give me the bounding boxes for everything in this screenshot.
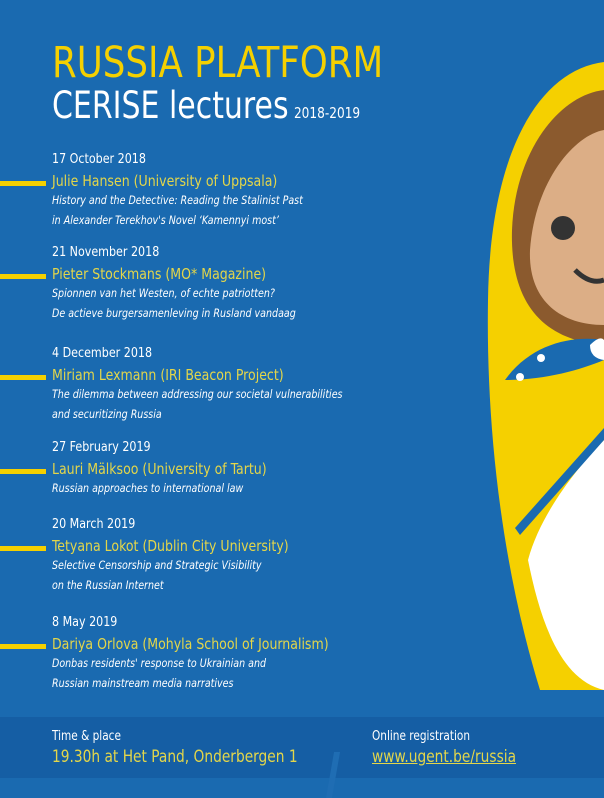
event-description: Russian mainstream media narratives: [52, 676, 234, 690]
page-subtitle: CERISE lectures 2018-2019: [52, 84, 360, 127]
event-date: 27 February 2019: [52, 440, 151, 455]
event-description: Selective Censorship and Strategic Visib…: [52, 558, 262, 572]
registration-link[interactable]: www.ugent.be/russia: [372, 747, 517, 767]
event-date: 4 December 2018: [52, 346, 153, 361]
time-place-value: 19.30h at Het Pand, Onderbergen 1: [52, 747, 298, 767]
event-marker: [0, 375, 46, 380]
event-marker: [0, 546, 46, 551]
event-date: 8 May 2019: [52, 615, 118, 630]
event-item: 4 December 2018 Miriam Lexmann (IRI Beac…: [0, 346, 382, 424]
event-item: 17 October 2018 Julie Hansen (University…: [0, 152, 382, 230]
event-marker: [0, 274, 46, 279]
event-description: Donbas residents' response to Ukrainian …: [52, 656, 267, 670]
divider: [325, 752, 341, 798]
event-description: on the Russian Internet: [52, 578, 164, 592]
event-item: 8 May 2019 Dariya Orlova (Mohyla School …: [0, 615, 382, 693]
event-description: and securitizing Russia: [52, 407, 162, 421]
event-date: 20 March 2019: [52, 517, 136, 532]
footer: Time & place 19.30h at Het Pand, Onderbe…: [0, 717, 604, 798]
event-speaker: Miriam Lexmann (IRI Beacon Project): [52, 366, 284, 384]
years: 2018-2019: [293, 104, 361, 122]
event-speaker: Julie Hansen (University of Uppsala): [52, 172, 278, 190]
event-description: Russian approaches to international law: [52, 481, 244, 495]
event-date: 17 October 2018: [52, 152, 146, 167]
subtitle-text: CERISE lectures: [52, 84, 289, 127]
event-item: 27 February 2019 Lauri Mälksoo (Universi…: [0, 440, 382, 498]
event-speaker: Dariya Orlova (Mohyla School of Journali…: [52, 635, 329, 653]
event-description: Spionnen van het Westen, of echte patrio…: [52, 286, 275, 300]
event-speaker: Lauri Mälksoo (University of Tartu): [52, 460, 267, 478]
event-marker: [0, 644, 46, 649]
event-date: 21 November 2018: [52, 245, 160, 260]
registration-label: Online registration: [372, 729, 471, 744]
time-place-label: Time & place: [52, 729, 121, 744]
event-description: The dilemma between addressing our socie…: [52, 387, 343, 401]
page-title: RUSSIA PLATFORM: [52, 38, 384, 88]
event-description: History and the Detective: Reading the S…: [52, 193, 303, 207]
event-item: 20 March 2019 Tetyana Lokot (Dublin City…: [0, 517, 382, 595]
event-marker: [0, 469, 46, 474]
event-marker: [0, 181, 46, 186]
matryoshka-illustration: [487, 62, 604, 690]
event-description: in Alexander Terekhov's Novel ‘Kamennyi …: [52, 213, 279, 227]
event-speaker: Tetyana Lokot (Dublin City University): [52, 537, 289, 555]
event-description: De actieve burgersamenleving in Rusland …: [52, 306, 296, 320]
event-item: 21 November 2018 Pieter Stockmans (MO* M…: [0, 245, 382, 323]
event-speaker: Pieter Stockmans (MO* Magazine): [52, 265, 267, 283]
